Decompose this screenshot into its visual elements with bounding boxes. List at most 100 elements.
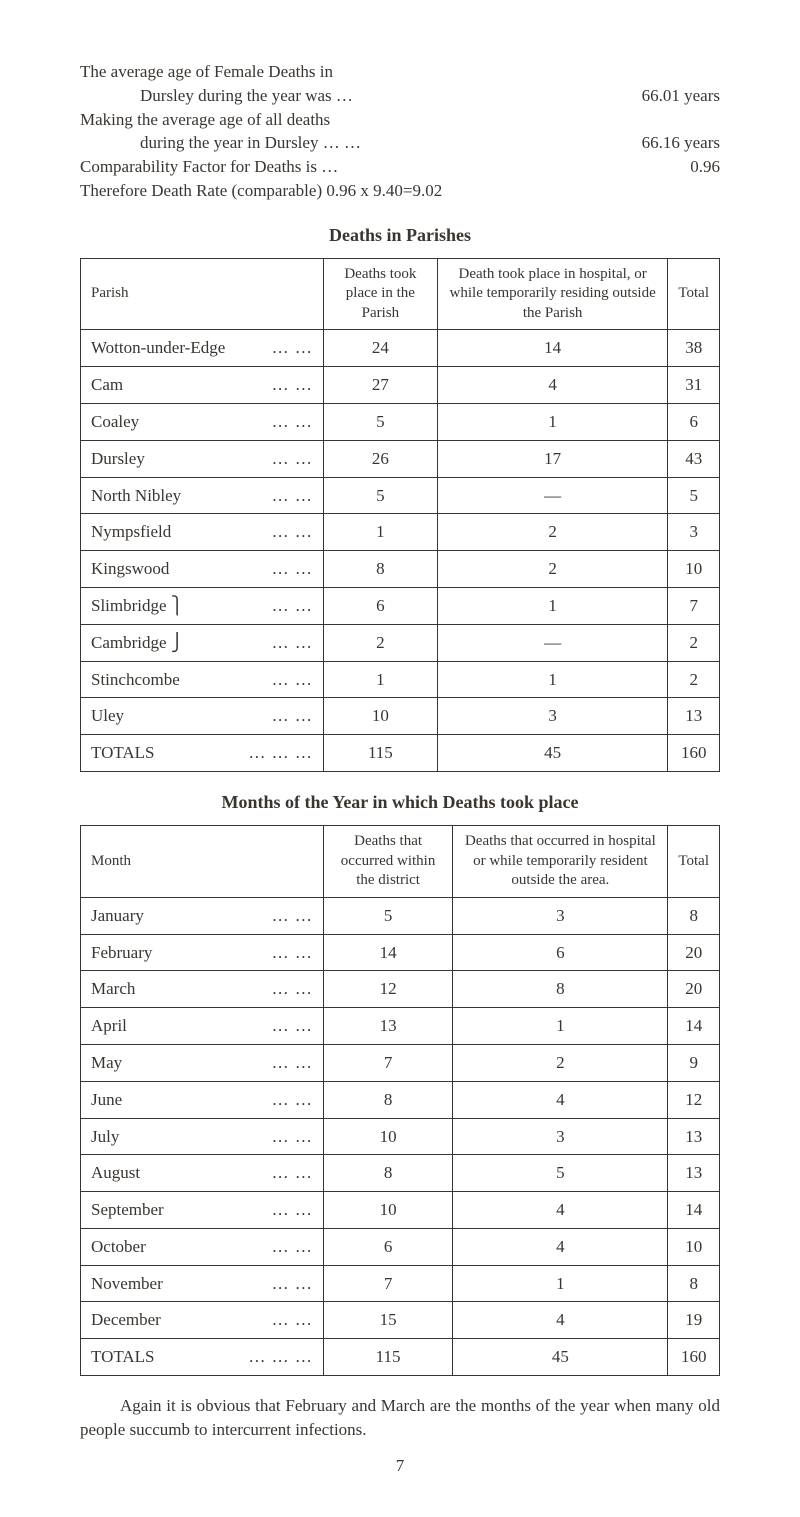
- table-row: May… …729: [81, 1044, 720, 1081]
- intro-line-2-left: Dursley during the year was …: [140, 84, 622, 108]
- row-value-cell: 43: [668, 440, 720, 477]
- row-name-cell: December… …: [81, 1302, 324, 1339]
- months-deaths-table: Month Deaths that occurred within the di…: [80, 825, 720, 1376]
- totals-value-cell: 115: [323, 1339, 453, 1376]
- row-value-cell: 13: [323, 1008, 453, 1045]
- row-value-cell: 10: [323, 1118, 453, 1155]
- row-value-cell: 3: [453, 1118, 668, 1155]
- row-value-cell: 1: [453, 1265, 668, 1302]
- row-value-cell: 24: [323, 330, 437, 367]
- row-value-cell: 3: [668, 514, 720, 551]
- row-name-cell: Cambridge ⎭… …: [81, 624, 324, 661]
- row-name-cell: October… …: [81, 1228, 324, 1265]
- row-value-cell: 27: [323, 367, 437, 404]
- table-row: September… …10414: [81, 1192, 720, 1229]
- table1-header-row: Parish Deaths took place in the Parish D…: [81, 258, 720, 330]
- table1-header-total: Total: [668, 258, 720, 330]
- row-value-cell: 4: [453, 1081, 668, 1118]
- table1-title: Deaths in Parishes: [80, 223, 720, 248]
- row-value-cell: 8: [668, 897, 720, 934]
- row-value-cell: 13: [668, 1118, 720, 1155]
- row-value-cell: 6: [323, 588, 437, 625]
- table-row: July… …10313: [81, 1118, 720, 1155]
- table1-header-in-parish: Deaths took place in the Parish: [323, 258, 437, 330]
- page-number: 7: [80, 1454, 720, 1478]
- row-value-cell: 1: [323, 514, 437, 551]
- row-value-cell: 19: [668, 1302, 720, 1339]
- row-name-cell: Coaley… …: [81, 404, 324, 441]
- table2-header-outside: Deaths that occurred in hospital or whil…: [453, 826, 668, 898]
- totals-value-cell: 160: [668, 735, 720, 772]
- intro-line-4-left: during the year in Dursley … …: [140, 131, 622, 155]
- row-name-cell: April… …: [81, 1008, 324, 1045]
- row-name-cell: Cam… …: [81, 367, 324, 404]
- table2-header-in-district: Deaths that occurred within the district: [323, 826, 453, 898]
- row-value-cell: 2: [437, 551, 667, 588]
- row-value-cell: 5: [453, 1155, 668, 1192]
- table-row: January… …538: [81, 897, 720, 934]
- row-value-cell: 4: [453, 1302, 668, 1339]
- table-row: March… …12820: [81, 971, 720, 1008]
- row-value-cell: 3: [437, 698, 667, 735]
- row-value-cell: 12: [323, 971, 453, 1008]
- row-value-cell: 9: [668, 1044, 720, 1081]
- row-value-cell: 6: [668, 404, 720, 441]
- totals-value-cell: 45: [453, 1339, 668, 1376]
- row-value-cell: 13: [668, 1155, 720, 1192]
- row-name-cell: May… …: [81, 1044, 324, 1081]
- intro-line-2: Dursley during the year was … 66.01 year…: [80, 84, 720, 108]
- intro-line-3: Making the average age of all deaths: [80, 108, 720, 132]
- row-value-cell: 2: [668, 624, 720, 661]
- table2-header-month: Month: [81, 826, 324, 898]
- row-value-cell: 7: [668, 588, 720, 625]
- row-value-cell: 7: [323, 1044, 453, 1081]
- closing-paragraph: Again it is obvious that February and Ma…: [80, 1394, 720, 1442]
- row-name-cell: North Nibley… …: [81, 477, 324, 514]
- row-value-cell: 1: [437, 661, 667, 698]
- row-value-cell: 12: [668, 1081, 720, 1118]
- row-value-cell: 10: [323, 1192, 453, 1229]
- row-value-cell: 5: [323, 404, 437, 441]
- table-row: Dursley… …261743: [81, 440, 720, 477]
- intro-block: The average age of Female Deaths in Durs…: [80, 60, 720, 203]
- table2-header-total: Total: [668, 826, 720, 898]
- row-value-cell: 6: [323, 1228, 453, 1265]
- intro-line-5-left: Comparability Factor for Deaths is …: [80, 155, 670, 179]
- row-name-cell: Stinchcombe… …: [81, 661, 324, 698]
- row-value-cell: 8: [323, 551, 437, 588]
- table-row: Cam… …27431: [81, 367, 720, 404]
- row-value-cell: 10: [668, 1228, 720, 1265]
- row-value-cell: 1: [453, 1008, 668, 1045]
- totals-row: TOTALS… … …11545160: [81, 1339, 720, 1376]
- table-row: Wotton-under-Edge… …241438: [81, 330, 720, 367]
- table-row: August… …8513: [81, 1155, 720, 1192]
- totals-label-cell: TOTALS… … …: [81, 735, 324, 772]
- row-name-cell: July… …: [81, 1118, 324, 1155]
- table-row: Kingswood… …8210: [81, 551, 720, 588]
- table-row: October… …6410: [81, 1228, 720, 1265]
- totals-value-cell: 115: [323, 735, 437, 772]
- row-value-cell: 1: [437, 588, 667, 625]
- row-name-cell: November… …: [81, 1265, 324, 1302]
- row-value-cell: 14: [668, 1192, 720, 1229]
- row-name-cell: Nympsfield… …: [81, 514, 324, 551]
- row-value-cell: —: [437, 624, 667, 661]
- table-row: Nympsfield… …123: [81, 514, 720, 551]
- intro-line-5-right: 0.96: [670, 155, 720, 179]
- row-value-cell: —: [437, 477, 667, 514]
- row-name-cell: Slimbridge ⎫… …: [81, 588, 324, 625]
- table2-header-row: Month Deaths that occurred within the di…: [81, 826, 720, 898]
- row-value-cell: 5: [668, 477, 720, 514]
- totals-value-cell: 45: [437, 735, 667, 772]
- table-row: Slimbridge ⎫… …617: [81, 588, 720, 625]
- row-value-cell: 2: [437, 514, 667, 551]
- row-value-cell: 8: [323, 1155, 453, 1192]
- row-value-cell: 10: [323, 698, 437, 735]
- row-name-cell: Dursley… …: [81, 440, 324, 477]
- row-value-cell: 4: [453, 1192, 668, 1229]
- row-value-cell: 8: [668, 1265, 720, 1302]
- row-value-cell: 14: [668, 1008, 720, 1045]
- row-name-cell: June… …: [81, 1081, 324, 1118]
- table-row: Stinchcombe… …112: [81, 661, 720, 698]
- row-value-cell: 14: [437, 330, 667, 367]
